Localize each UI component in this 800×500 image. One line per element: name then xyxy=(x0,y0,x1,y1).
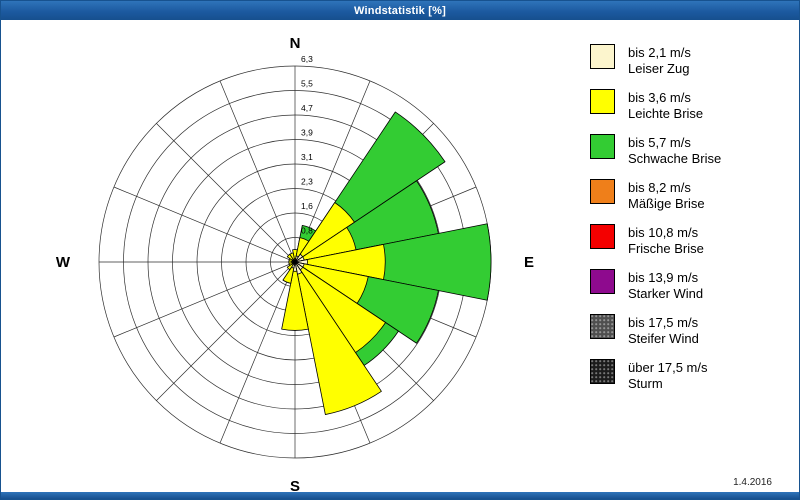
title-bar: Windstatistik [%] xyxy=(1,1,799,20)
svg-text:6,3: 6,3 xyxy=(301,54,313,64)
legend-swatch xyxy=(590,179,615,204)
legend-label: bis 3,6 m/s Leichte Brise xyxy=(628,89,703,122)
compass-label-w: W xyxy=(56,254,71,271)
legend-wind-name: Starker Wind xyxy=(628,286,704,301)
radial-axis-labels: 0,8 1,6 2,3 3,1 3,9 4,7 5,5 6,3 xyxy=(301,54,313,236)
legend-item: über 17,5 m/s Sturm xyxy=(590,359,721,392)
legend-label: bis 17,5 m/s Steifer Wind xyxy=(628,314,699,347)
svg-text:3,1: 3,1 xyxy=(301,152,313,162)
legend-item: bis 5,7 m/s Schwache Brise xyxy=(590,134,721,167)
wind-rose-petal-NNW xyxy=(292,258,296,263)
legend-label: bis 13,9 m/s Starker Wind xyxy=(628,269,703,302)
svg-text:5,5: 5,5 xyxy=(301,79,313,89)
svg-text:3,9: 3,9 xyxy=(301,128,313,138)
compass-label-n: N xyxy=(290,35,301,52)
legend-wind-name: Leiser Zug xyxy=(628,61,690,76)
window-title: Windstatistik [%] xyxy=(354,4,446,17)
legend-speed-range: über 17,5 m/s xyxy=(628,360,708,375)
legend: bis 2,1 m/s Leiser Zug bis 3,6 m/s Leichte … xyxy=(590,44,721,392)
legend-swatch xyxy=(590,134,615,159)
legend-speed-range: bis 3,6 m/s xyxy=(628,90,691,105)
wind-rose-svg: 0,8 1,6 2,3 3,1 3,9 4,7 5,5 6,3N S W E xyxy=(56,35,534,494)
legend-swatch xyxy=(590,89,615,114)
legend-swatch xyxy=(590,224,615,249)
svg-text:0,8: 0,8 xyxy=(301,226,313,236)
legend-speed-range: bis 10,8 m/s xyxy=(628,225,699,240)
bottom-bar xyxy=(1,492,799,499)
legend-item: bis 10,8 m/s Frische Brise xyxy=(590,224,721,257)
legend-label: bis 10,8 m/s Frische Brise xyxy=(628,224,704,257)
legend-wind-name: Schwache Brise xyxy=(628,151,722,166)
compass-label-s: S xyxy=(290,478,300,494)
legend-wind-name: Mäßige Brise xyxy=(628,196,705,211)
compass-labels: N S W E xyxy=(56,35,534,494)
legend-speed-range: bis 17,5 m/s xyxy=(628,315,699,330)
legend-swatch xyxy=(590,359,615,384)
wind-rose-petal-S xyxy=(281,261,309,331)
legend-label: bis 8,2 m/s Mäßige Brise xyxy=(628,179,705,212)
legend-wind-name: Steifer Wind xyxy=(628,331,699,346)
legend-item: bis 13,9 m/s Starker Wind xyxy=(590,269,721,302)
svg-text:2,3: 2,3 xyxy=(301,177,313,187)
svg-text:1,6: 1,6 xyxy=(301,201,313,211)
legend-item: bis 8,2 m/s Mäßige Brise xyxy=(590,179,721,212)
legend-wind-name: Leichte Brise xyxy=(628,106,704,121)
legend-wind-name: Frische Brise xyxy=(628,241,704,256)
legend-speed-range: bis 2,1 m/s xyxy=(628,45,691,60)
legend-speed-range: bis 8,2 m/s xyxy=(628,180,691,195)
legend-label: über 17,5 m/s Sturm xyxy=(628,359,708,392)
legend-item: bis 2,1 m/s Leiser Zug xyxy=(590,44,721,77)
legend-label: bis 2,1 m/s Leiser Zug xyxy=(628,44,691,77)
svg-text:4,7: 4,7 xyxy=(301,103,313,113)
wind-rose-petals xyxy=(281,111,492,415)
legend-item: bis 17,5 m/s Steifer Wind xyxy=(590,314,721,347)
legend-swatch xyxy=(590,314,615,339)
legend-item: bis 3,6 m/s Leichte Brise xyxy=(590,89,721,122)
compass-label-e: E xyxy=(524,254,534,271)
wind-rose-petal-SSE xyxy=(294,261,382,415)
legend-swatch xyxy=(590,44,615,69)
legend-speed-range: bis 13,9 m/s xyxy=(628,270,699,285)
legend-speed-range: bis 5,7 m/s xyxy=(628,135,691,150)
wind-rose-petal-E xyxy=(294,223,492,301)
legend-wind-name: Sturm xyxy=(628,376,663,391)
date-label: 1.4.2016 xyxy=(733,477,772,488)
legend-swatch xyxy=(590,269,615,294)
legend-label: bis 5,7 m/s Schwache Brise xyxy=(628,134,721,167)
